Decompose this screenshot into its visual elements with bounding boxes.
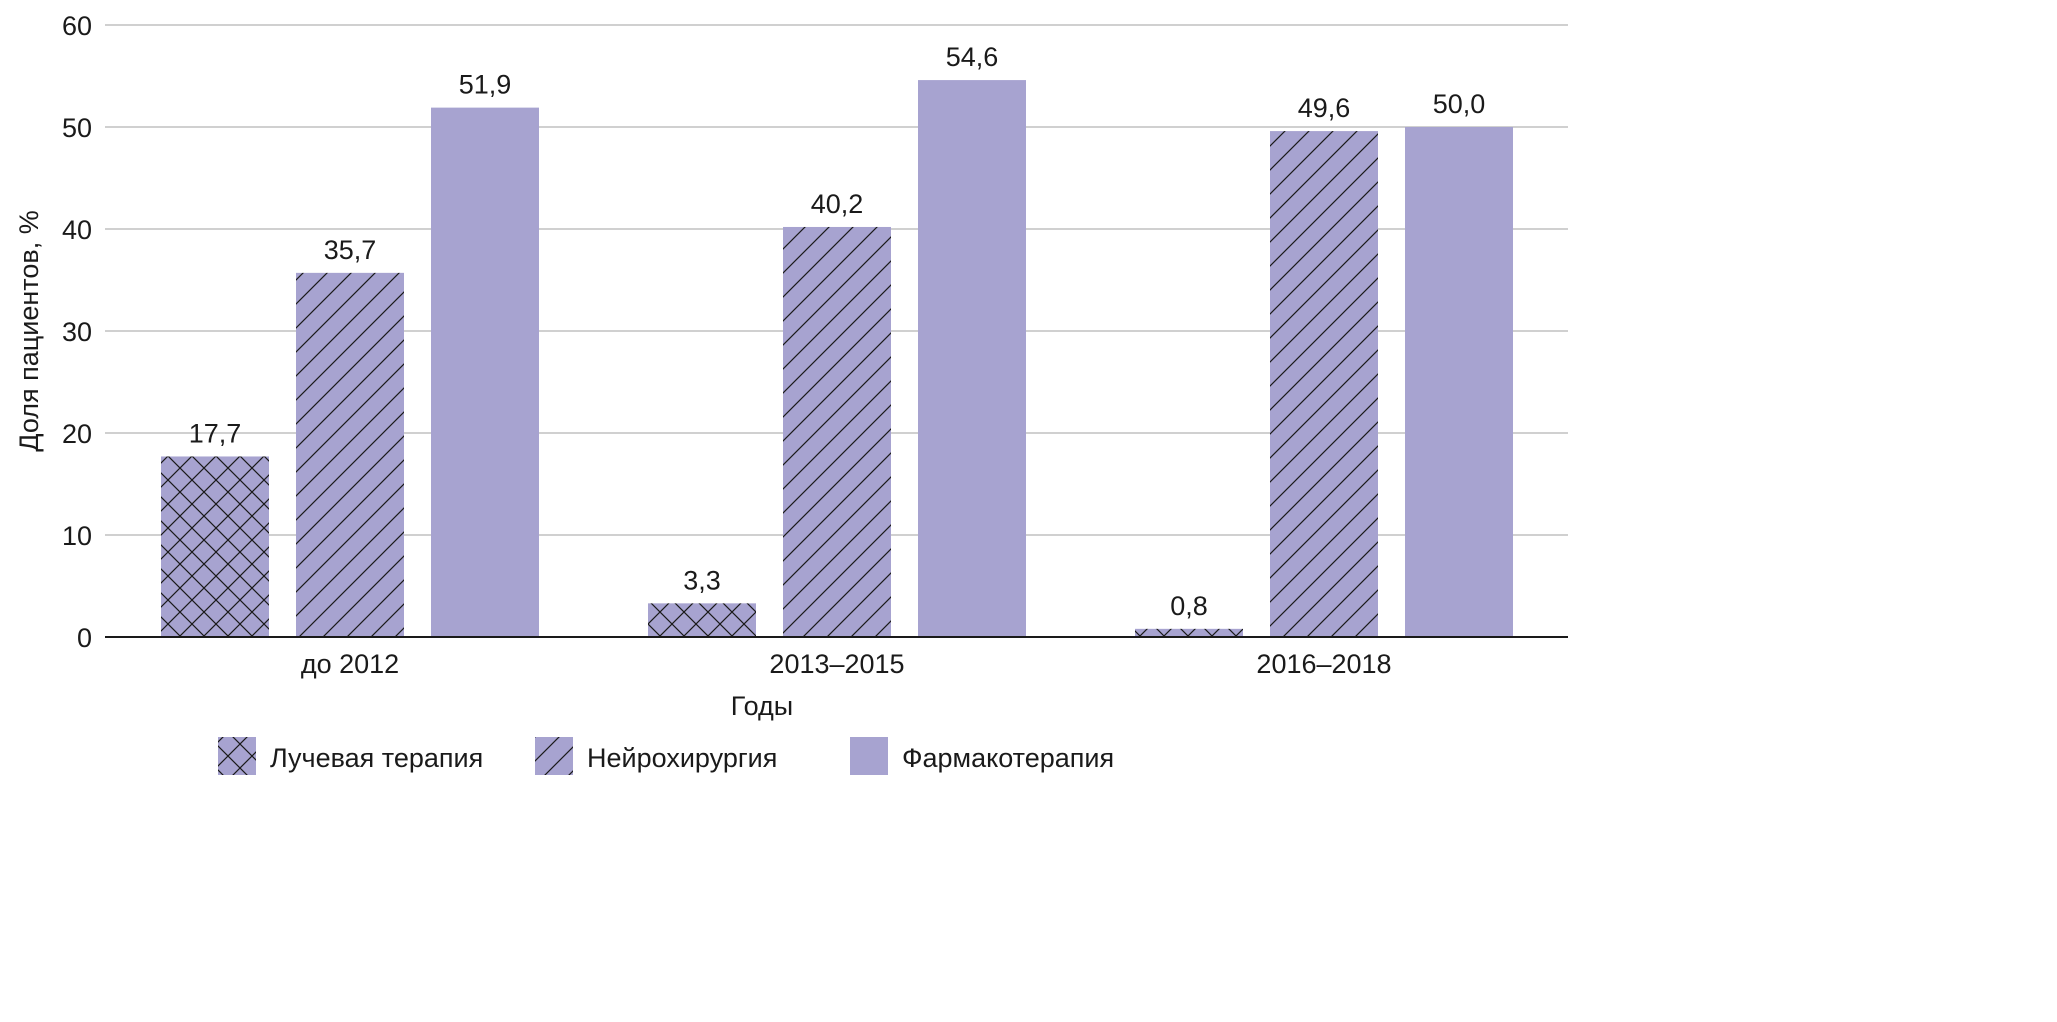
bar-chart: 0 10 20 30 40 50 60 17,7 35,7 51,9 3,3 40,2 54,6 0,8… (14, 11, 1568, 775)
x-tick-label: 2013–2015 (769, 649, 904, 679)
y-tick-label: 0 (77, 623, 92, 653)
bar (783, 226, 891, 637)
legend: Лучевая терапия Нейрохирургия Фармакотерап… (218, 737, 1114, 775)
legend-swatch (850, 737, 888, 775)
x-tick-label: 2016–2018 (1256, 649, 1391, 679)
x-axis-categories: до 2012 2013–2015 2016–2018 (301, 649, 1392, 679)
data-label: 35,7 (324, 235, 377, 265)
legend-swatch (218, 737, 256, 775)
data-label: 51,9 (459, 70, 512, 100)
bar (648, 603, 756, 637)
data-label: 17,7 (189, 418, 242, 448)
bar (296, 272, 404, 637)
data-label: 3,3 (683, 565, 721, 595)
y-tick-label: 10 (62, 521, 92, 551)
legend-label: Фармакотерапия (902, 743, 1114, 773)
y-tick-label: 50 (62, 113, 92, 143)
data-label: 0,8 (1170, 591, 1208, 621)
bar (1405, 127, 1513, 637)
bar (161, 456, 269, 637)
y-tick-label: 20 (62, 419, 92, 449)
bar (918, 80, 1026, 637)
y-tick-label: 40 (62, 215, 92, 245)
bar (1135, 628, 1243, 637)
legend-label: Лучевая терапия (270, 743, 483, 773)
legend-swatch (535, 737, 573, 775)
bars (161, 80, 1513, 638)
data-labels: 17,7 35,7 51,9 3,3 40,2 54,6 0,8 49,6 50,0 (189, 42, 1486, 621)
legend-label: Нейрохирургия (587, 743, 777, 773)
data-label: 54,6 (946, 42, 999, 72)
y-tick-label: 60 (62, 11, 92, 41)
data-label: 40,2 (811, 189, 864, 219)
y-tick-label: 30 (62, 317, 92, 347)
x-tick-label: до 2012 (301, 649, 399, 679)
bar (431, 107, 539, 638)
bar (1270, 131, 1378, 637)
x-axis-title: Годы (731, 691, 793, 721)
y-axis-ticks: 0 10 20 30 40 50 60 (62, 11, 92, 653)
data-label: 49,6 (1298, 93, 1351, 123)
y-axis-title: Доля пациентов, % (14, 210, 44, 451)
data-label: 50,0 (1433, 89, 1486, 119)
